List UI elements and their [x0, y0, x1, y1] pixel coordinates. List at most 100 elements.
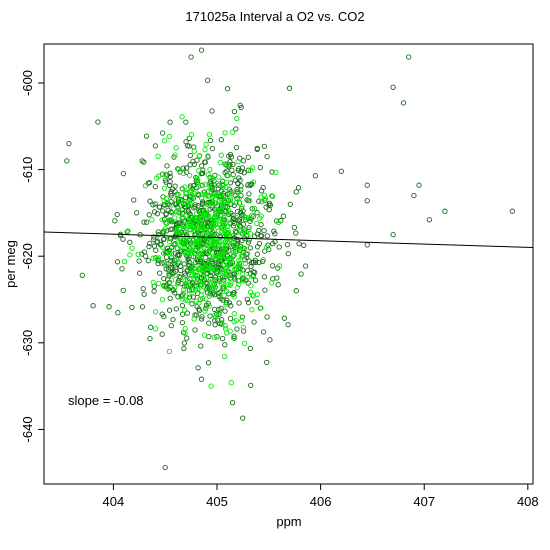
data-point [159, 217, 165, 223]
data-point [212, 221, 219, 227]
data-point [147, 324, 154, 330]
data-point [247, 245, 253, 251]
data-point [211, 292, 218, 298]
data-point [172, 241, 178, 248]
data-point [177, 267, 184, 274]
data-point [218, 152, 224, 158]
data-point [195, 365, 201, 371]
data-point [162, 226, 168, 232]
data-point [188, 250, 194, 256]
data-point [172, 215, 178, 221]
data-point [212, 322, 218, 328]
data-point [168, 322, 174, 329]
data-point [241, 170, 247, 176]
data-point [120, 236, 126, 242]
data-point [167, 119, 173, 125]
data-point [264, 153, 270, 160]
data-point [182, 250, 188, 257]
data-point [183, 189, 189, 195]
data-point [120, 287, 126, 294]
data-point [224, 86, 231, 92]
data-point [129, 245, 135, 251]
data-point [212, 317, 218, 324]
x-tick-label: 407 [413, 494, 435, 509]
data-point [196, 279, 203, 285]
data-point [247, 231, 254, 237]
data-point [179, 114, 185, 120]
outlier-point [442, 208, 448, 214]
data-point [217, 254, 223, 260]
data-point [244, 296, 250, 303]
x-tick-label: 404 [103, 494, 125, 509]
data-point [228, 261, 235, 267]
data-point [223, 203, 229, 209]
data-point [159, 244, 166, 250]
data-point [196, 153, 203, 159]
data-point [199, 278, 206, 284]
data-point [249, 260, 255, 266]
data-point [120, 170, 127, 177]
data-point [147, 240, 153, 247]
data-point [185, 297, 191, 304]
data-point [178, 244, 184, 250]
data-point [258, 221, 264, 228]
data-point [222, 308, 228, 314]
data-point [225, 207, 232, 214]
data-point [184, 217, 191, 223]
data-point [180, 215, 187, 221]
data-point [239, 318, 245, 324]
outlier-point [364, 242, 370, 248]
y-axis-label: per meg [3, 240, 18, 288]
data-point [200, 270, 207, 277]
data-point [220, 251, 226, 257]
data-point [227, 196, 234, 202]
data-point [166, 271, 172, 277]
data-point [256, 240, 263, 247]
data-point [227, 151, 234, 158]
data-point [151, 234, 157, 240]
data-point [234, 208, 241, 215]
data-point [192, 287, 199, 293]
outlier-point [390, 84, 396, 90]
data-point [193, 254, 199, 260]
data-point [155, 153, 161, 159]
data-point [242, 260, 248, 267]
data-point [151, 288, 157, 294]
data-point [184, 335, 190, 341]
data-point [194, 157, 200, 163]
data-point [245, 239, 252, 245]
data-point [192, 204, 198, 210]
data-point [199, 314, 205, 320]
data-point [141, 249, 148, 255]
data-point [223, 302, 229, 308]
data-point [223, 179, 230, 185]
data-point [183, 119, 189, 125]
data-point [238, 104, 244, 111]
data-point [227, 260, 233, 266]
data-point [251, 319, 257, 325]
data-point [207, 174, 213, 181]
data-point [239, 270, 246, 277]
data-point [125, 228, 131, 234]
data-point [172, 272, 178, 278]
data-point [173, 209, 180, 215]
data-point [295, 185, 302, 191]
data-point [182, 264, 189, 271]
data-point [205, 172, 211, 178]
data-point [150, 202, 156, 208]
data-point [217, 159, 223, 166]
data-point [182, 281, 188, 287]
data-point [264, 359, 270, 366]
data-point [168, 218, 174, 225]
data-point [281, 315, 288, 321]
data-point [199, 182, 205, 188]
data-point [199, 288, 205, 294]
data-point [232, 243, 238, 249]
data-point [231, 294, 237, 300]
data-point [240, 328, 247, 334]
data-point [196, 267, 202, 273]
data-point [228, 154, 234, 160]
data-point [159, 331, 165, 337]
data-point [233, 214, 239, 221]
data-point [263, 204, 269, 210]
